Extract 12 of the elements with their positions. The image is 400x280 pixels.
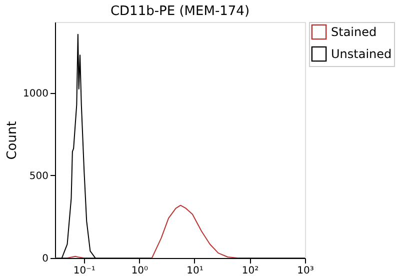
x-tick-label: 10²: [242, 266, 259, 276]
y-tick-label: 500: [29, 170, 48, 182]
chart-title: CD11b-PE (MEM-174): [110, 4, 250, 19]
y-tick-label: 0: [42, 254, 48, 264]
x-tick-label: 10⁰: [131, 266, 148, 276]
x-tick-label: 10⁻¹: [73, 266, 96, 276]
y-tick-label: 1000: [23, 88, 48, 100]
x-tick-label: 10³: [297, 266, 314, 276]
x-tick-label: 10¹: [186, 266, 204, 276]
legend-label: Stained: [331, 25, 377, 39]
y-axis-title: Count: [5, 121, 20, 160]
legend-label: Unstained: [331, 47, 392, 61]
